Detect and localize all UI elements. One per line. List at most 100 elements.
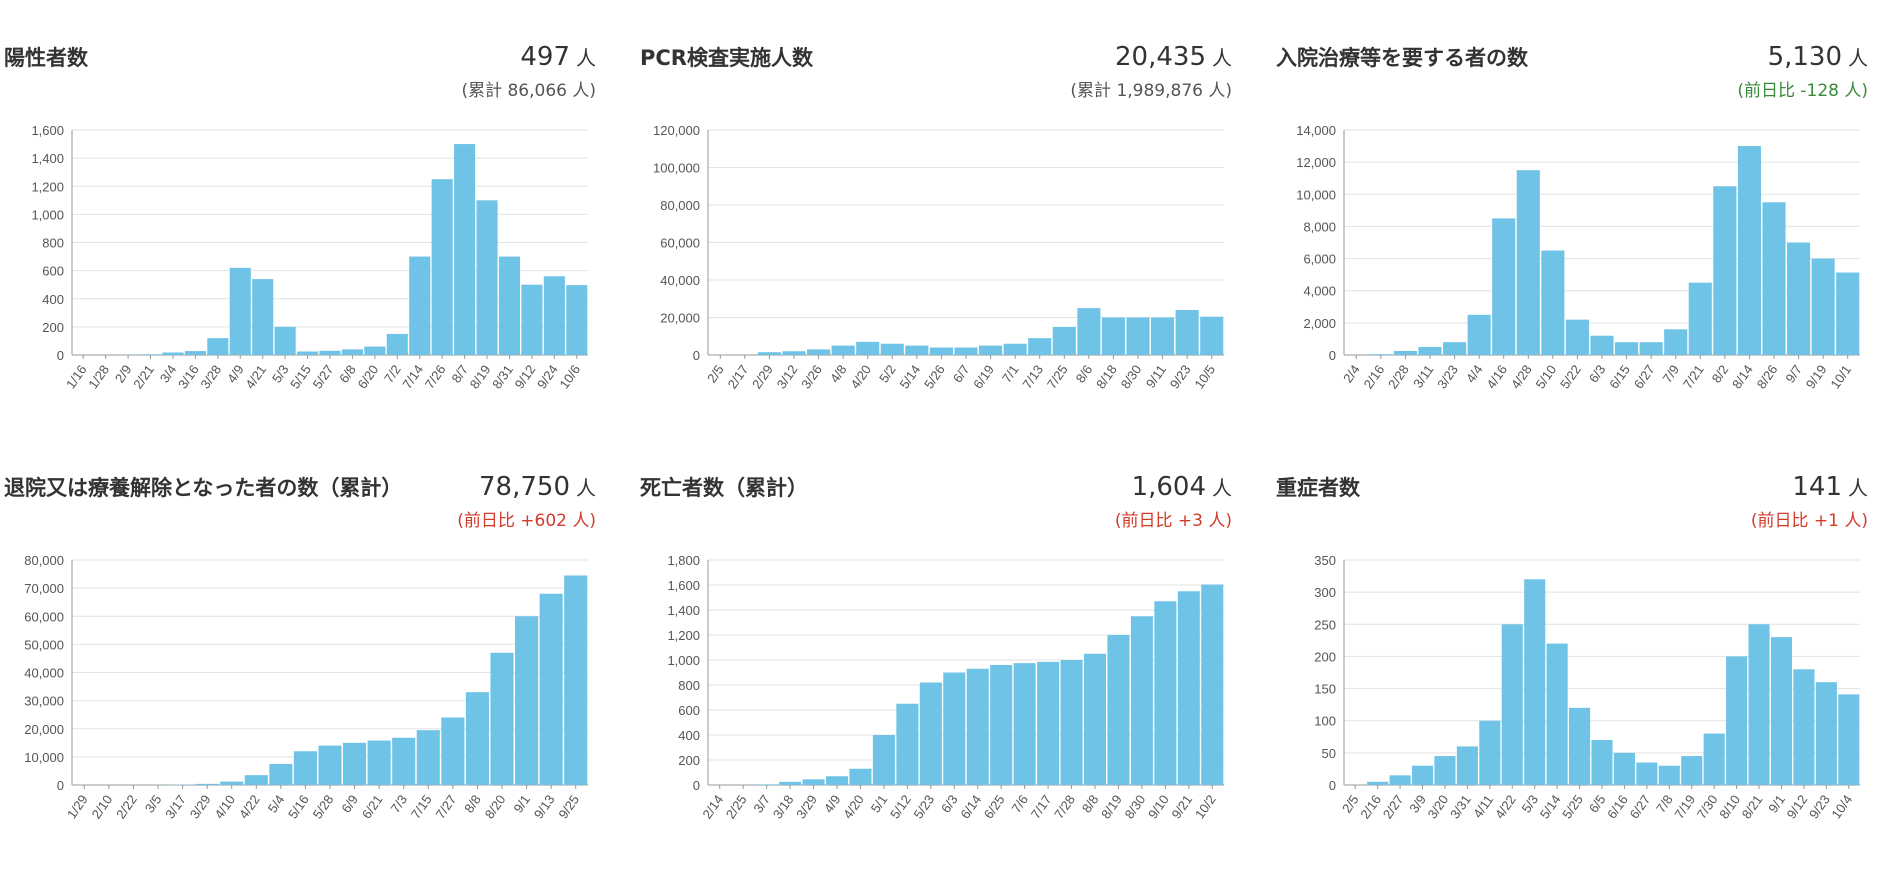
bar [990, 665, 1012, 785]
bar [1028, 338, 1051, 355]
x-tick-label: 3/20 [1425, 792, 1452, 821]
panel-title: 重症者数 [1276, 472, 1360, 502]
x-tick-label: 8/2 [1709, 362, 1732, 385]
bar [1793, 669, 1814, 785]
x-tick-label: 7/30 [1694, 792, 1721, 821]
x-tick-label: 7/19 [1671, 792, 1698, 821]
bar [417, 730, 440, 785]
bar [1154, 601, 1176, 785]
bar [856, 342, 879, 355]
x-tick-label: 8/26 [1754, 362, 1781, 391]
bar [162, 352, 183, 355]
bar [920, 683, 942, 786]
panel-sub-value: (前日比 +1 人) [1751, 506, 1868, 531]
bar [294, 751, 317, 785]
panel-sub-value: (累計 86,066 人) [461, 76, 596, 101]
bar [409, 257, 430, 355]
y-tick-label: 60,000 [660, 236, 700, 251]
bar [230, 268, 251, 355]
x-tick-label: 2/14 [699, 792, 726, 821]
bar [779, 782, 801, 785]
bar [566, 285, 587, 355]
bar [873, 735, 895, 785]
bar [185, 351, 206, 355]
bar [1713, 186, 1736, 355]
x-tick-label: 9/10 [1145, 792, 1172, 821]
panel-title: 死亡者数（累計） [640, 472, 808, 502]
panel-value-unit: 人 [1848, 46, 1868, 70]
y-tick-label: 1,400 [667, 603, 700, 618]
bar [540, 594, 563, 785]
bar [454, 144, 475, 355]
bar [1664, 329, 1687, 355]
y-tick-label: 70,000 [24, 581, 64, 596]
x-tick-label: 3/29 [793, 792, 820, 821]
x-tick-label: 2/16 [1357, 792, 1384, 821]
bar [1200, 317, 1223, 355]
y-tick-label: 100 [1314, 714, 1336, 729]
y-tick-label: 120,000 [653, 123, 700, 138]
bar [1681, 756, 1702, 785]
bar [1037, 662, 1059, 785]
bar [1394, 351, 1417, 355]
bar [1762, 202, 1785, 355]
x-tick-label: 5/4 [265, 792, 288, 815]
x-tick-label: 4/20 [840, 792, 867, 821]
chart-discharged: 010,00020,00030,00040,00050,00060,00070,… [0, 550, 600, 880]
y-tick-label: 150 [1314, 682, 1336, 697]
panel-value-number: 5,130 [1768, 42, 1842, 72]
x-tick-label: 6/16 [1604, 792, 1631, 821]
y-tick-label: 1,200 [31, 179, 64, 194]
panel-sub-value: (前日比 +3 人) [1115, 506, 1232, 531]
y-tick-label: 300 [1314, 585, 1336, 600]
y-tick-label: 8,000 [1303, 219, 1336, 234]
bar [1738, 146, 1761, 355]
y-tick-label: 1,000 [31, 207, 64, 222]
x-tick-label: 8/30 [1118, 362, 1145, 391]
bar [1771, 637, 1792, 785]
x-tick-label: 2/5 [704, 362, 727, 385]
x-tick-label: 7/21 [1680, 362, 1707, 391]
bar [803, 779, 825, 785]
x-tick-label: 8/14 [1729, 362, 1756, 391]
bar [1614, 753, 1635, 785]
bar [297, 351, 318, 355]
bar [544, 276, 565, 355]
x-tick-label: 5/26 [921, 362, 948, 391]
y-tick-label: 0 [57, 348, 64, 363]
x-tick-label: 2/4 [1340, 362, 1363, 385]
bar [1412, 766, 1433, 785]
bar [1367, 782, 1388, 785]
panel-value-unit: 人 [1848, 476, 1868, 500]
panel-value-number: 1,604 [1132, 472, 1206, 502]
y-tick-label: 1,400 [31, 151, 64, 166]
bar [343, 743, 366, 785]
bar [1726, 656, 1747, 785]
y-tick-label: 200 [678, 753, 700, 768]
x-tick-label: 3/26 [798, 362, 825, 391]
bar [896, 704, 918, 785]
x-tick-label: 7/27 [433, 792, 460, 821]
bar [1107, 635, 1129, 785]
x-tick-label: 5/28 [310, 792, 337, 821]
x-tick-label: 8/19 [1098, 792, 1125, 821]
y-tick-label: 12,000 [1296, 155, 1336, 170]
bar [1418, 347, 1441, 355]
bar [954, 348, 977, 356]
x-tick-label: 5/23 [910, 792, 937, 821]
panel-value-number: 497 [520, 42, 570, 72]
bar [1502, 624, 1523, 785]
bar [1077, 308, 1100, 355]
x-tick-label: 8/8 [461, 792, 484, 815]
x-tick-label: 4/8 [827, 362, 850, 385]
x-tick-label: 4/22 [236, 792, 263, 821]
bar [319, 351, 340, 355]
x-tick-label: 1/29 [64, 792, 91, 821]
y-tick-label: 80,000 [660, 198, 700, 213]
y-tick-label: 800 [678, 678, 700, 693]
chart-deaths: 02004006008001,0001,2001,4001,6001,8002/… [636, 550, 1236, 880]
